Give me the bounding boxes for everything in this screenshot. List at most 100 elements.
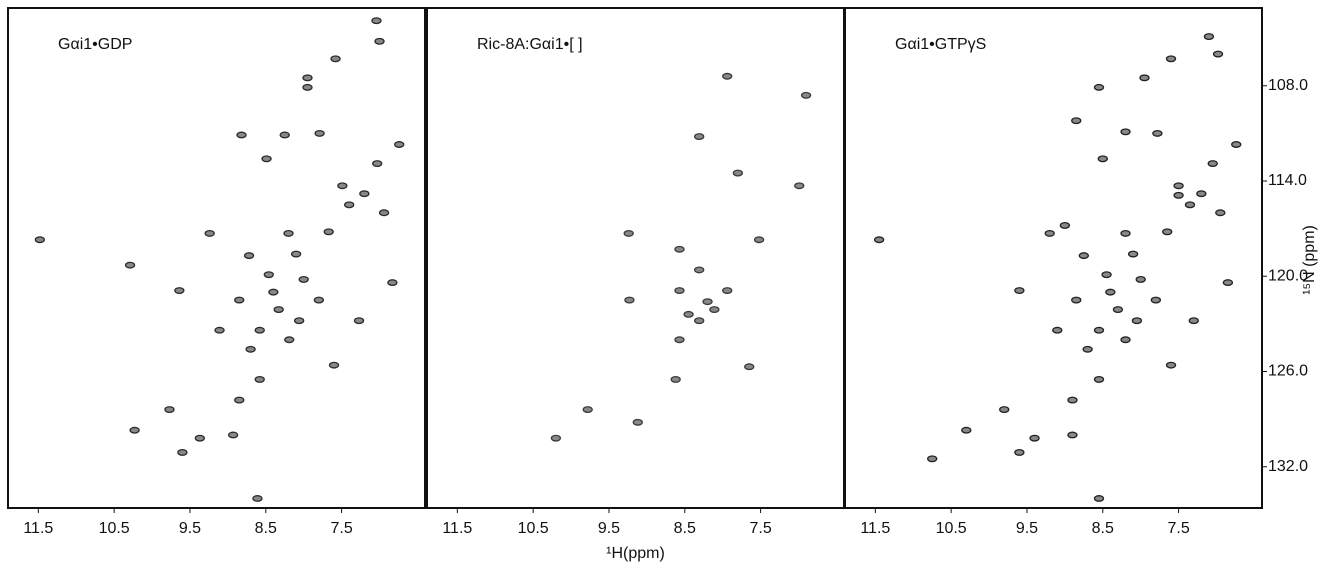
peak <box>927 455 938 463</box>
peak <box>732 169 744 177</box>
peak <box>236 131 247 139</box>
peak <box>387 279 398 287</box>
peak <box>1093 375 1105 383</box>
peak <box>245 345 256 353</box>
x-tick-label: 10.5 <box>518 520 549 537</box>
peak <box>1082 345 1093 353</box>
peak <box>1162 228 1173 236</box>
peak <box>129 426 140 434</box>
peak <box>674 287 685 294</box>
peak <box>263 271 274 279</box>
peak <box>1152 129 1163 137</box>
peak <box>302 83 313 91</box>
peak <box>683 310 694 318</box>
peak <box>1044 229 1055 237</box>
x-tick-label: 10.5 <box>99 520 130 537</box>
peak <box>313 296 325 304</box>
y-axis-label: ¹⁵N (ppm) <box>1301 225 1318 295</box>
peak <box>800 91 812 99</box>
panel-frame <box>7 7 426 509</box>
peak <box>794 182 805 190</box>
peak <box>1097 155 1108 163</box>
peak <box>378 209 390 217</box>
panel-title: Gαi1•GDP <box>58 36 132 53</box>
peak <box>1212 50 1224 58</box>
peak <box>1093 83 1105 91</box>
peak <box>1112 306 1124 314</box>
peak <box>722 287 733 294</box>
peak <box>234 396 245 404</box>
peak <box>290 250 302 258</box>
peak <box>623 229 634 237</box>
peak <box>228 431 239 439</box>
x-tick-label: 8.5 <box>674 520 696 537</box>
peak <box>1222 279 1234 287</box>
peak <box>330 55 341 63</box>
peak <box>314 129 325 137</box>
peak <box>1071 117 1082 125</box>
peak <box>1052 326 1063 334</box>
peak <box>374 37 385 45</box>
peak <box>1188 317 1199 325</box>
peak <box>174 287 185 294</box>
peak <box>298 275 309 283</box>
peak <box>1093 326 1105 334</box>
peak <box>1067 396 1078 404</box>
peak <box>353 317 365 325</box>
peak <box>1078 252 1089 260</box>
peak <box>243 252 255 260</box>
peak <box>337 182 348 190</box>
peak <box>124 261 136 269</box>
peak <box>1120 336 1131 344</box>
peak <box>1014 448 1025 456</box>
peak <box>1207 160 1218 168</box>
peak <box>694 317 705 325</box>
peak <box>694 266 705 274</box>
peak <box>194 434 205 442</box>
peak <box>702 298 713 306</box>
x-tick-label: 9.5 <box>179 520 201 537</box>
y-tick-label: 132.0 <box>1268 458 1308 475</box>
peak <box>1150 296 1162 304</box>
y-tick-label: 126.0 <box>1268 363 1308 380</box>
peak <box>214 326 225 334</box>
peak <box>670 375 681 383</box>
peak <box>177 448 188 456</box>
peak <box>261 155 272 163</box>
peak <box>1093 495 1105 502</box>
x-tick-label: 11.5 <box>23 520 53 537</box>
peak <box>34 236 45 244</box>
peak <box>1014 287 1025 294</box>
panel-title: Gαi1•GTPγS <box>895 36 986 53</box>
y-tick-label: 120.0 <box>1268 267 1308 284</box>
peak <box>323 228 334 236</box>
peak <box>1173 191 1184 199</box>
peak <box>1059 222 1071 229</box>
x-tick-label: 7.5 <box>1167 520 1189 537</box>
peak <box>1067 431 1078 439</box>
peak <box>1139 74 1150 82</box>
peak <box>394 141 405 148</box>
peak <box>744 363 755 371</box>
peak <box>359 190 370 198</box>
y-tick-label: 108.0 <box>1268 77 1308 94</box>
peak <box>254 326 265 334</box>
x-tick-label: 8.5 <box>255 520 277 537</box>
x-tick-label: 9.5 <box>1016 520 1038 537</box>
panel-frame <box>426 7 845 509</box>
peak <box>1127 250 1139 258</box>
x-tick-label: 11.5 <box>860 520 890 537</box>
peak <box>1120 229 1131 237</box>
peak <box>279 131 290 139</box>
peak <box>344 201 355 209</box>
peak <box>1120 128 1131 136</box>
peak <box>164 406 175 414</box>
peak <box>1203 33 1215 41</box>
peak <box>632 418 643 426</box>
peak <box>268 288 279 296</box>
peak <box>1196 190 1207 198</box>
peak <box>1105 288 1116 296</box>
peak <box>582 406 593 414</box>
peak <box>961 426 972 434</box>
